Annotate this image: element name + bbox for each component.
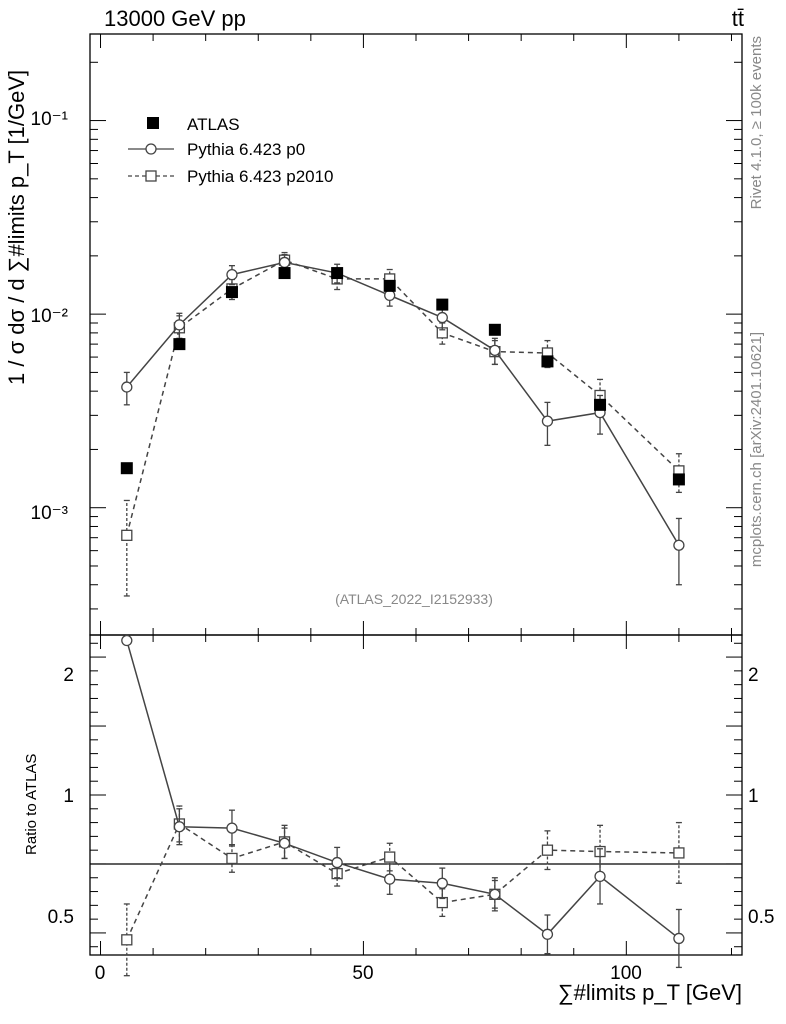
main-series-group	[120, 251, 685, 597]
legend-atlas-label: ATLAS	[187, 115, 240, 134]
x-tick-100: 100	[610, 963, 642, 984]
legend-p0-label: Pythia 6.423 p0	[187, 140, 305, 159]
ratio-y-tick-1-right: 1	[748, 786, 759, 807]
ratio-p0-point	[673, 932, 685, 945]
main-p0-point	[436, 311, 448, 324]
legend-atlas-marker	[147, 117, 159, 129]
main-atlas-point	[331, 267, 344, 280]
ratio-p0-line	[126, 640, 680, 940]
ratio-p0-point	[489, 888, 501, 900]
main-atlas-point	[225, 286, 238, 299]
ratio-y-tick-1: 1	[63, 786, 74, 807]
main-p0-point	[226, 268, 238, 281]
main-atlas-point	[594, 398, 607, 411]
ratio-p2010-point	[541, 844, 554, 856]
y-tick-label-1e-3: 10⁻³	[31, 503, 69, 524]
main-p0-point	[489, 344, 501, 356]
x-tick-50: 50	[352, 963, 373, 984]
legend-p0-marker	[145, 143, 157, 155]
ratio-y-tick-0.5-right: 0.5	[748, 907, 774, 928]
main-atlas-point	[672, 473, 685, 486]
ratio-y-tick-2-right: 2	[748, 665, 759, 686]
ratio-p0-point	[541, 928, 554, 940]
legend-p2010-marker	[145, 170, 157, 182]
ratio-p0-point	[278, 837, 291, 849]
x-tick-labels: 0 50 100	[95, 963, 642, 984]
axis-ticks	[90, 34, 742, 955]
ratio-p2010-point	[384, 851, 396, 863]
mcplots-credit-label: mcplots.cern.ch [arXiv:2401.10621]	[748, 332, 765, 567]
ratio-p0-point	[331, 856, 343, 869]
x-axis-label: ∑#limits p_T [GeV]	[558, 980, 742, 1005]
energy-label: 13000 GeV pp	[104, 6, 246, 31]
main-atlas-point	[120, 462, 133, 475]
ratio-series-group	[121, 634, 685, 977]
x-tick-0: 0	[95, 963, 106, 984]
ratio-p0-point	[384, 873, 396, 885]
ratio-p2010-line	[126, 822, 679, 941]
ratio-p0-point	[121, 634, 133, 647]
main-p0-point	[541, 415, 554, 427]
ratio-p2010-point	[226, 852, 238, 865]
main-atlas-point	[383, 279, 396, 292]
main-p0-point	[173, 319, 186, 331]
analysis-id-label: (ATLAS_2022_I2152933)	[335, 591, 493, 607]
ratio-p0-point	[173, 821, 186, 833]
main-p0-point	[673, 539, 685, 551]
y-tick-label-1e-2: 10⁻²	[31, 306, 69, 327]
main-p2010-point	[121, 529, 133, 541]
main-atlas-point	[541, 355, 554, 368]
main-y-axis-label: 1 / σ dσ / d ∑#limits p_T [1/GeV]	[4, 70, 29, 385]
main-p0-point	[384, 289, 396, 302]
ratio-y-tick-0.5: 0.5	[48, 907, 74, 928]
ratio-p0-point	[436, 877, 448, 889]
ratio-p0-point	[226, 822, 238, 834]
y-tick-label-1e-1: 10⁻¹	[31, 109, 69, 130]
ratio-p0-point	[594, 870, 606, 883]
ratio-y-tick-labels: 0.5 1 2 0.5 1 2	[48, 665, 775, 928]
ratio-y-tick-2: 2	[63, 665, 74, 686]
main-atlas-point	[488, 323, 501, 336]
main-atlas-point	[278, 267, 291, 280]
main-y-tick-labels: 10⁻³ 10⁻² 10⁻¹	[31, 109, 69, 524]
main-atlas-point	[436, 298, 449, 311]
main-p0-point	[121, 381, 133, 393]
main-atlas-point	[173, 338, 186, 351]
process-label: tt̄	[732, 6, 744, 31]
legend: ATLAS Pythia 6.423 p0 Pythia 6.423 p2010	[128, 115, 334, 186]
ratio-p2010-point	[121, 934, 133, 946]
ratio-panel-frame	[89, 634, 743, 956]
ratio-p2010-point	[673, 847, 685, 859]
main-p0-point	[278, 256, 291, 269]
rivet-version-label: Rivet 4.1.0, ≥ 100k events	[748, 36, 765, 209]
legend-p2010-label: Pythia 6.423 p2010	[187, 167, 334, 186]
ratio-y-axis-label: Ratio to ATLAS	[23, 754, 40, 855]
